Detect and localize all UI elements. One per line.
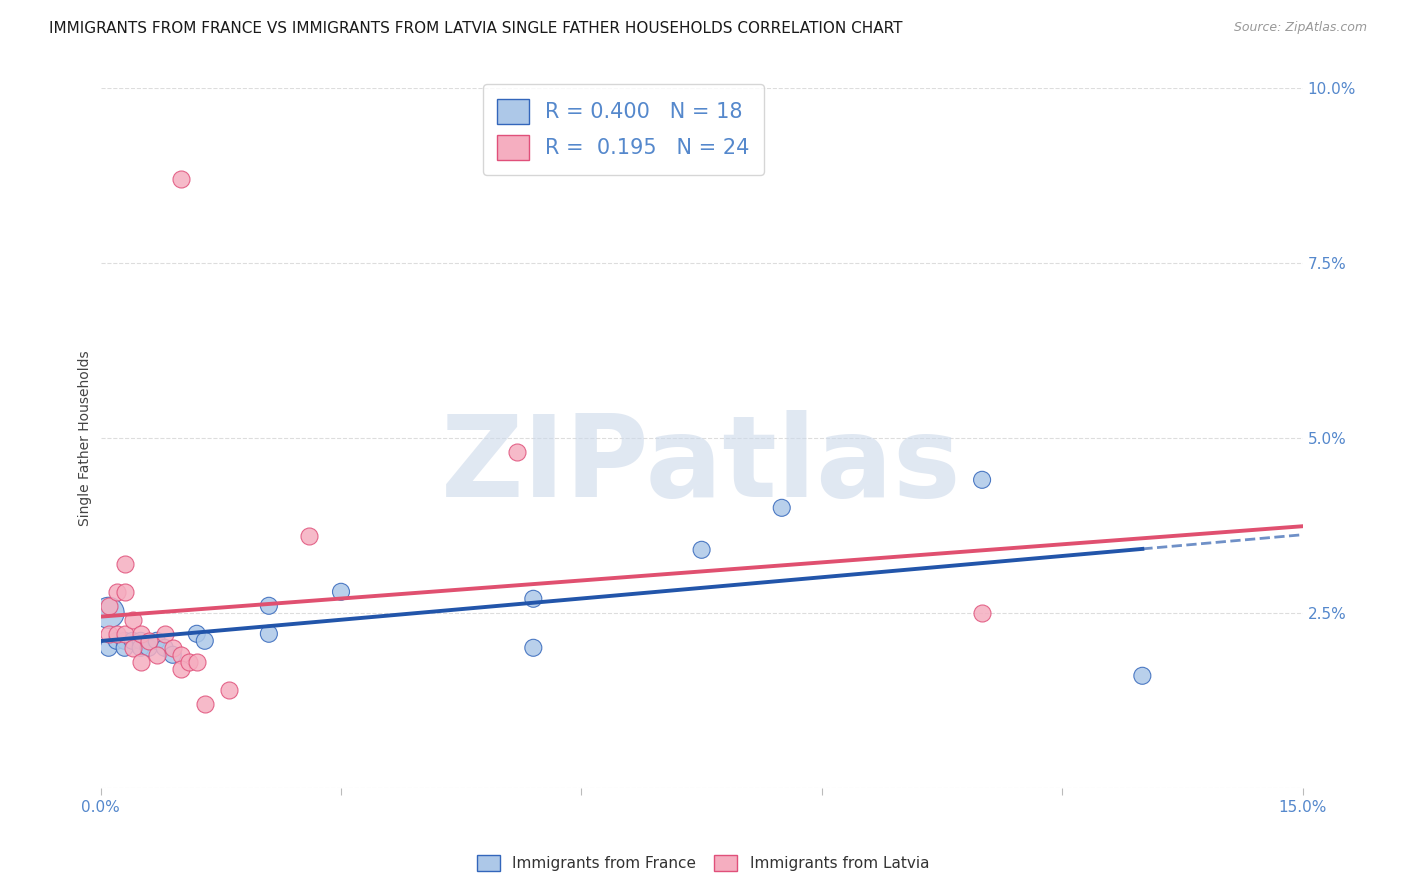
Point xyxy=(153,640,176,655)
Point xyxy=(177,655,200,669)
Point xyxy=(970,606,993,620)
Point xyxy=(129,627,152,641)
Point xyxy=(97,606,120,620)
Point xyxy=(121,640,143,655)
Point xyxy=(162,640,184,655)
Point xyxy=(97,640,120,655)
Point xyxy=(114,584,136,599)
Point xyxy=(114,627,136,641)
Point xyxy=(145,648,167,662)
Text: ZIPatlas: ZIPatlas xyxy=(441,410,962,521)
Legend: Immigrants from France, Immigrants from Latvia: Immigrants from France, Immigrants from … xyxy=(471,849,935,877)
Point xyxy=(138,640,160,655)
Point xyxy=(970,473,993,487)
Point xyxy=(105,633,128,648)
Point xyxy=(121,613,143,627)
Text: IMMIGRANTS FROM FRANCE VS IMMIGRANTS FROM LATVIA SINGLE FATHER HOUSEHOLDS CORREL: IMMIGRANTS FROM FRANCE VS IMMIGRANTS FRO… xyxy=(49,21,903,36)
Y-axis label: Single Father Households: Single Father Households xyxy=(79,350,93,525)
Point xyxy=(114,633,136,648)
Point xyxy=(770,500,793,515)
Text: Source: ZipAtlas.com: Source: ZipAtlas.com xyxy=(1233,21,1367,34)
Point xyxy=(506,445,529,459)
Point xyxy=(145,633,167,648)
Point xyxy=(194,633,217,648)
Point xyxy=(170,172,193,186)
Point xyxy=(186,627,208,641)
Point xyxy=(170,662,193,676)
Point xyxy=(129,655,152,669)
Point xyxy=(298,529,321,543)
Point xyxy=(138,633,160,648)
Point xyxy=(330,584,353,599)
Point xyxy=(522,591,544,606)
Point xyxy=(194,697,217,711)
Point xyxy=(97,627,120,641)
Point xyxy=(105,627,128,641)
Point xyxy=(257,627,280,641)
Point xyxy=(218,682,240,697)
Point xyxy=(129,633,152,648)
Point xyxy=(257,599,280,613)
Point xyxy=(162,648,184,662)
Point xyxy=(114,640,136,655)
Point xyxy=(97,599,120,613)
Point xyxy=(153,627,176,641)
Point xyxy=(186,655,208,669)
Point xyxy=(690,542,713,557)
Point xyxy=(121,633,143,648)
Point xyxy=(129,640,152,655)
Point xyxy=(105,584,128,599)
Point xyxy=(522,640,544,655)
Point xyxy=(1130,669,1153,683)
Point xyxy=(114,557,136,571)
Point xyxy=(170,648,193,662)
Legend: R = 0.400   N = 18, R =  0.195   N = 24: R = 0.400 N = 18, R = 0.195 N = 24 xyxy=(482,85,765,175)
